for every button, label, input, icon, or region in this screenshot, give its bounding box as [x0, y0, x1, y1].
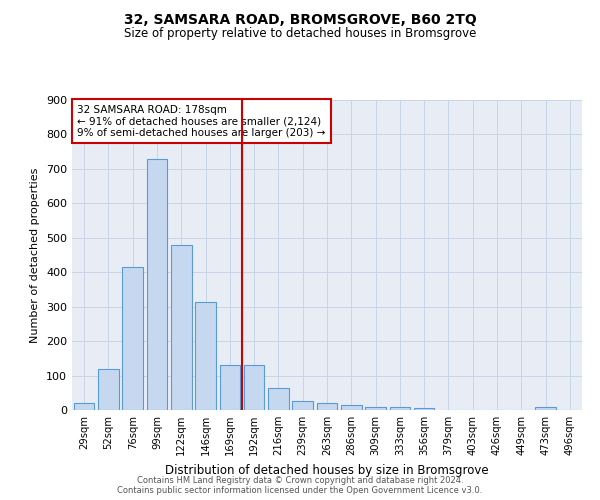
X-axis label: Distribution of detached houses by size in Bromsgrove: Distribution of detached houses by size … [165, 464, 489, 476]
Y-axis label: Number of detached properties: Number of detached properties [31, 168, 40, 342]
Bar [244, 365, 265, 410]
Bar [122, 267, 143, 410]
Bar [220, 365, 240, 410]
Bar [98, 368, 119, 410]
Bar [317, 403, 337, 410]
Bar [195, 302, 216, 410]
Text: 32 SAMSARA ROAD: 178sqm
← 91% of detached houses are smaller (2,124)
9% of semi-: 32 SAMSARA ROAD: 178sqm ← 91% of detache… [77, 104, 325, 138]
Bar [268, 388, 289, 410]
Bar [365, 406, 386, 410]
Bar [74, 403, 94, 410]
Bar [414, 408, 434, 410]
Bar [341, 405, 362, 410]
Bar [292, 402, 313, 410]
Text: Contains HM Land Registry data © Crown copyright and database right 2024.: Contains HM Land Registry data © Crown c… [137, 476, 463, 485]
Text: Contains public sector information licensed under the Open Government Licence v3: Contains public sector information licen… [118, 486, 482, 495]
Bar [535, 407, 556, 410]
Bar [171, 244, 191, 410]
Text: Size of property relative to detached houses in Bromsgrove: Size of property relative to detached ho… [124, 28, 476, 40]
Text: 32, SAMSARA ROAD, BROMSGROVE, B60 2TQ: 32, SAMSARA ROAD, BROMSGROVE, B60 2TQ [124, 12, 476, 26]
Bar [389, 407, 410, 410]
Bar [146, 158, 167, 410]
